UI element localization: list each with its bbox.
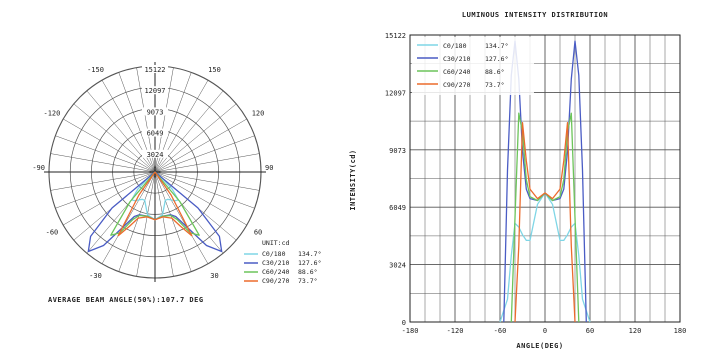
- polar-spoke: [73, 103, 156, 173]
- plot-frame: [409, 34, 681, 323]
- legend-series-name: C90/270: [443, 81, 470, 89]
- polar-spoke: [154, 171, 174, 277]
- polar-spoke: [154, 171, 192, 272]
- polar-spoke: [154, 171, 255, 209]
- legend-beam-angle: 134.7°: [298, 250, 321, 258]
- legend-beam-angle: 73.7°: [298, 277, 318, 285]
- angle-label: 30: [210, 272, 218, 280]
- polar-caption: AVERAGE BEAM ANGLE(50%):107.7 DEG: [48, 296, 204, 304]
- angle-label: -120: [44, 110, 61, 118]
- polar-labels: 15122 12097 9073 6049 3024 -150 150 -120 120 -90 9…: [32, 65, 273, 280]
- x-tick-label: -120: [447, 327, 464, 335]
- polar-spoke: [50, 153, 156, 173]
- ring-label-backdrop: [142, 86, 168, 95]
- y-tick-label: 0: [402, 319, 406, 327]
- legend-series-name: C30/210: [443, 55, 470, 63]
- x-tick-label: 120: [629, 327, 642, 335]
- legend-backdrop: [412, 37, 534, 95]
- polar-spoke: [154, 171, 260, 191]
- polar-spoke: [154, 118, 247, 173]
- x-tick-labels: -180 -120 -60 0 60 120 180: [402, 327, 687, 335]
- polar-spoke: [154, 135, 255, 173]
- cartesian-curve-C90-270: [514, 122, 576, 323]
- legend-series-name: C0/180: [262, 250, 286, 258]
- polar-chart: 15122 12097 9073 6049 3024 -150 150 -120 120 -90 9…: [32, 62, 351, 304]
- polar-spoke: [50, 171, 156, 191]
- y-tick-label: 12097: [385, 89, 406, 97]
- polar-spoke: [86, 90, 156, 173]
- ring-label-backdrop: [142, 65, 168, 73]
- polar-spoke: [63, 118, 156, 173]
- ring-label-backdrop: [142, 107, 168, 116]
- cartesian-legend: C0/180 134.7° C30/210 127.6° C60/240 88.6° C90…: [412, 37, 534, 95]
- ring-label-backdrop: [142, 128, 168, 137]
- ring-label: 3024: [147, 151, 164, 159]
- legend-beam-angle: 73.7°: [485, 81, 505, 89]
- polar-spoke: [154, 153, 260, 173]
- ring-label-backdrop: [142, 149, 168, 158]
- x-tick-label: 0: [543, 327, 547, 335]
- polar-spoke: [55, 171, 156, 209]
- ring-label: 6049: [147, 130, 164, 138]
- angle-label: 60: [254, 229, 262, 237]
- ring-label: 12097: [144, 87, 165, 95]
- angle-label: -150: [87, 66, 104, 74]
- polar-legend-box: [258, 238, 351, 290]
- polar-legend: C0/180 134.7° C30/210 127.6° C60/240 88.6° C90…: [244, 250, 321, 285]
- angle-label: -30: [89, 272, 102, 280]
- y-tick-label: 6049: [389, 204, 406, 212]
- ring-label: 15122: [144, 66, 165, 74]
- x-tick-label: -60: [494, 327, 507, 335]
- x-tick-label: 60: [586, 327, 594, 335]
- y-tick-labels: 0 3024 6049 9073 12097 15122: [385, 32, 406, 327]
- polar-spoke: [55, 135, 156, 173]
- polar-curves: [87, 171, 223, 253]
- y-tick-label: 15122: [385, 32, 406, 40]
- polar-spoke: [63, 171, 156, 226]
- polar-spoke: [118, 171, 156, 272]
- y-tick-label: 3024: [389, 262, 406, 270]
- ring-label: 9073: [147, 108, 164, 116]
- legend-series-name: C60/240: [443, 68, 470, 76]
- polar-spoke: [154, 90, 224, 173]
- x-tick-label: -180: [402, 327, 419, 335]
- angle-label: -90: [32, 164, 45, 172]
- angle-label: 90: [265, 164, 273, 172]
- cartesian-chart: LUMINOUS INTENSITY DISTRIBUTION -180 -120…: [349, 11, 686, 350]
- legend-series-name: C30/210: [262, 259, 289, 267]
- polar-spoke: [136, 171, 156, 277]
- chart-title: LUMINOUS INTENSITY DISTRIBUTION: [462, 11, 608, 19]
- y-tick-label: 9073: [389, 147, 406, 155]
- x-tick-label: 180: [674, 327, 687, 335]
- y-axis-label: INTENSITY(cd): [349, 149, 357, 210]
- polar-spoke: [154, 103, 237, 173]
- legend-beam-angle: 88.6°: [298, 268, 318, 276]
- legend-beam-angle: 127.6°: [298, 259, 321, 267]
- angle-label: -60: [46, 229, 59, 237]
- legend-series-name: C90/270: [262, 277, 289, 285]
- x-axis-label: ANGLE(DEG): [516, 342, 563, 350]
- angle-label: 120: [252, 110, 265, 118]
- polar-curve-C90-270: [117, 171, 193, 237]
- polar-spoke: [101, 171, 156, 264]
- legend-beam-angle: 127.6°: [485, 55, 508, 63]
- legend-series-name: C60/240: [262, 268, 289, 276]
- legend-beam-angle: 134.7°: [485, 42, 508, 50]
- polar-spoke: [154, 171, 209, 264]
- legend-beam-angle: 88.6°: [485, 68, 505, 76]
- polar-legend-title: UNIT:cd: [262, 239, 289, 247]
- angle-label: 150: [208, 66, 221, 74]
- legend-series-name: C0/180: [443, 42, 467, 50]
- polar-spoke: [154, 171, 247, 226]
